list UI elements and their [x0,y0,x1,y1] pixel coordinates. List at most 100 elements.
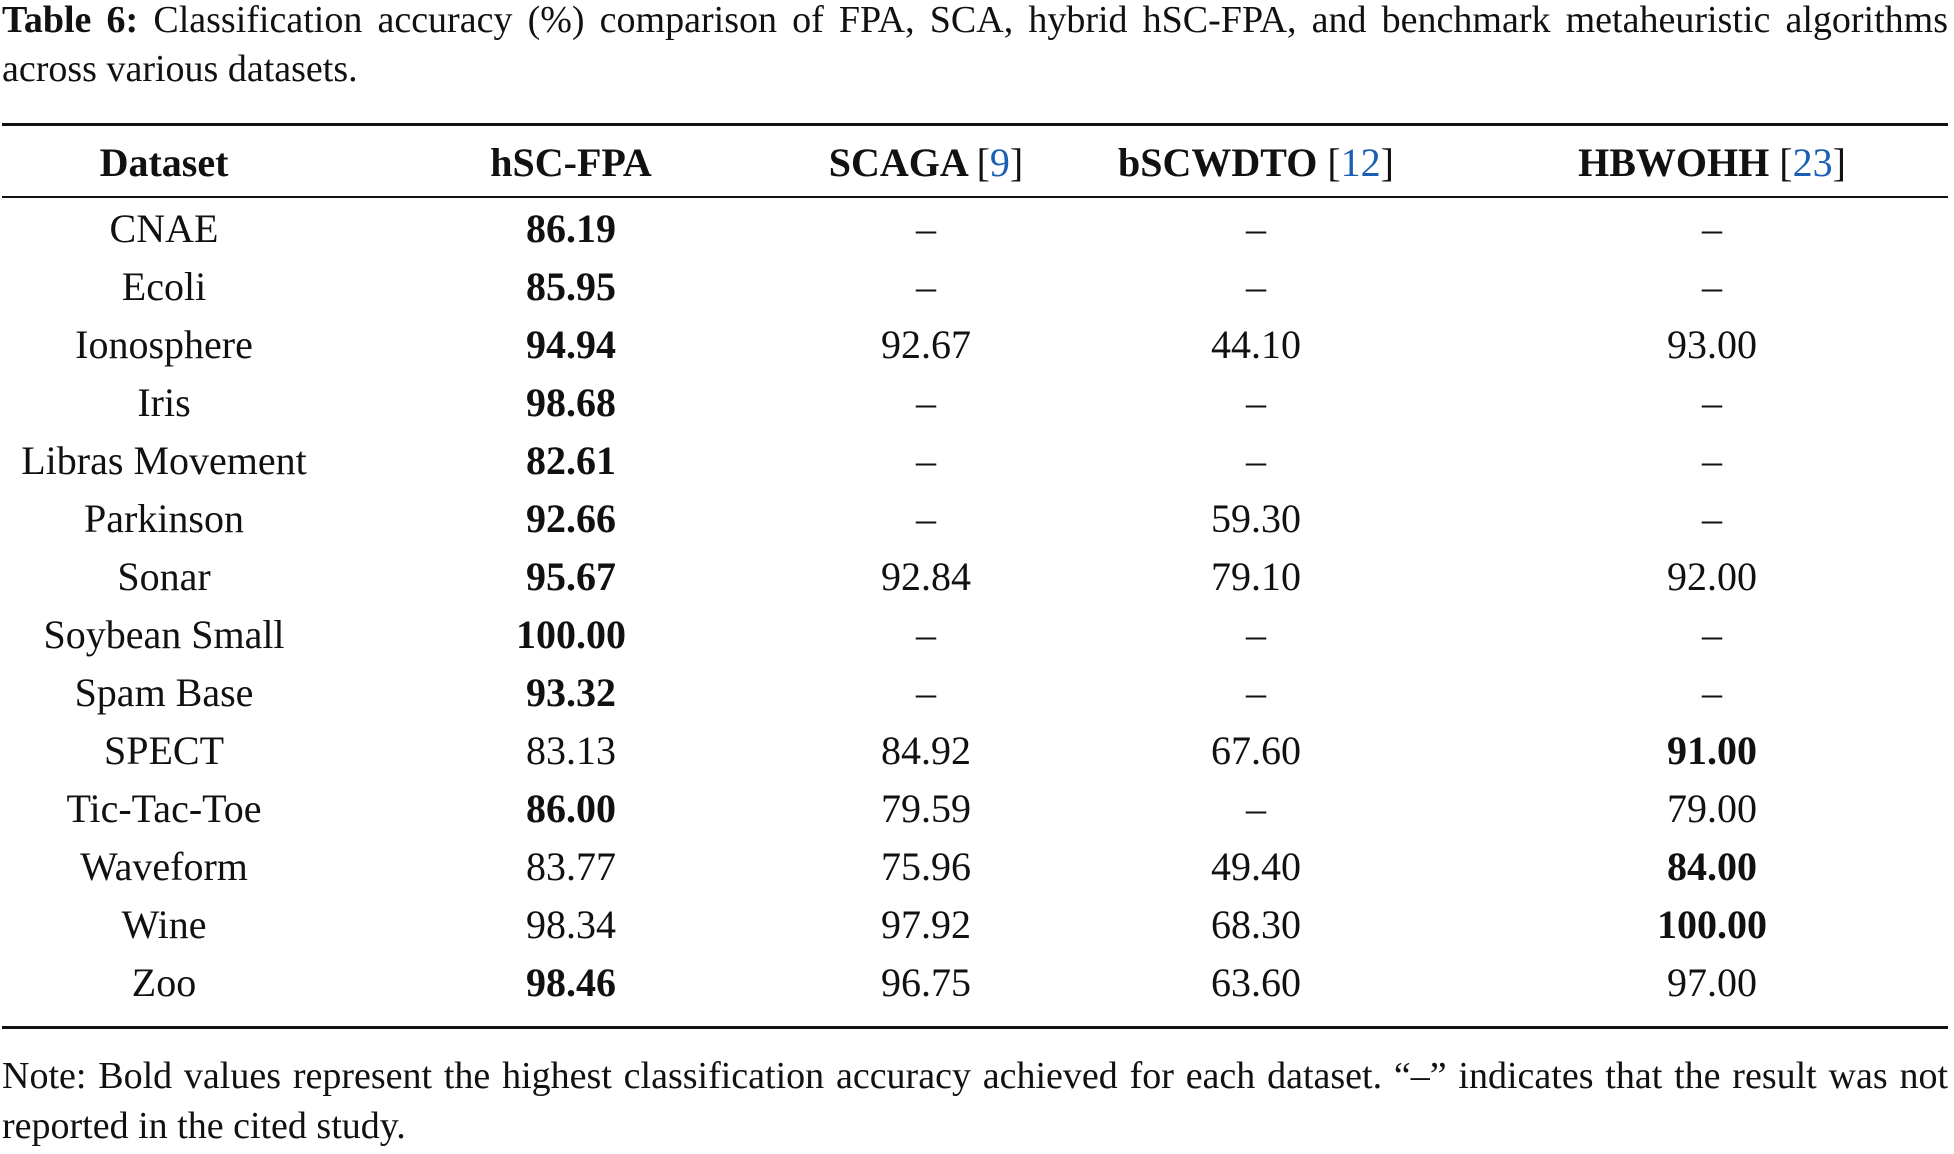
table-row: CNAE 86.19 – – – [2,200,1948,258]
column-header-hsc-fpa: hSC-FPA [326,130,816,196]
column-header-label: hSC-FPA [490,140,652,185]
table-row: Spam Base 93.32 – – – [2,664,1948,722]
accuracy-cell: – [1702,496,1722,541]
accuracy-cell: – [1246,264,1266,309]
results-table: Dataset hSC-FPA SCAGA [9] bSCWDTO [12] HBWOH… [2,130,1948,1012]
accuracy-cell: – [1246,670,1266,715]
accuracy-cell: 75.96 [881,844,971,889]
accuracy-cell: 93.32 [526,670,616,715]
accuracy-cell: 93.00 [1667,322,1757,367]
accuracy-cell: 68.30 [1211,902,1301,947]
column-header-label: HBWOHH [1578,140,1770,185]
accuracy-cell: – [916,438,936,483]
accuracy-cell: 49.40 [1211,844,1301,889]
accuracy-cell: – [916,380,936,425]
accuracy-cell: 95.67 [526,554,616,599]
table-row: Soybean Small 100.00 – – – [2,606,1948,664]
accuracy-cell: – [1246,786,1266,831]
accuracy-cell: – [916,264,936,309]
accuracy-cell: 92.00 [1667,554,1757,599]
accuracy-cell: – [1702,612,1722,657]
accuracy-cell: 92.67 [881,322,971,367]
dataset-name-cell: Zoo [131,960,197,1005]
accuracy-cell: 98.68 [526,380,616,425]
accuracy-cell: 86.19 [526,206,616,251]
table-row: Waveform 83.77 75.96 49.40 84.00 [2,838,1948,896]
dataset-name-cell: Ionosphere [75,322,253,367]
table-row: Iris 98.68 – – – [2,374,1948,432]
accuracy-cell: 79.59 [881,786,971,831]
column-header-label: SCAGA [828,140,967,185]
accuracy-cell: – [916,612,936,657]
table-row: Ecoli 85.95 – – – [2,258,1948,316]
table-header-row: Dataset hSC-FPA SCAGA [9] bSCWDTO [12] HBWOH… [2,130,1948,196]
dataset-name-cell: Waveform [80,844,248,889]
accuracy-cell: 59.30 [1211,496,1301,541]
table-note: Note: Bold values represent the highest … [2,1055,1948,1147]
top-rule [2,123,1948,126]
table-row: Ionosphere 94.94 92.67 44.10 93.00 [2,316,1948,374]
accuracy-cell: 83.13 [526,728,616,773]
dataset-name-cell: Parkinson [84,496,244,541]
accuracy-cell: – [1702,206,1722,251]
accuracy-cell: 82.61 [526,438,616,483]
dataset-name-cell: CNAE [109,206,219,251]
dataset-name-cell: Tic-Tac-Toe [66,786,262,831]
table-body: CNAE 86.19 – – – Ecoli 85.95 – – – Ionosphere 94.94… [2,196,1948,1012]
accuracy-cell: – [1702,380,1722,425]
accuracy-cell: – [1702,438,1722,483]
citation-link[interactable]: 23 [1792,140,1833,185]
dataset-name-cell: Spam Base [74,670,254,715]
accuracy-cell: 96.75 [881,960,971,1005]
dataset-name-cell: Iris [137,380,191,425]
table-row: Tic-Tac-Toe 86.00 79.59 – 79.00 [2,780,1948,838]
header-rule [2,196,1948,198]
dataset-name-cell: Ecoli [121,264,207,309]
citation-link[interactable]: 9 [989,140,1010,185]
accuracy-cell: – [916,670,936,715]
dataset-name-cell: Soybean Small [43,612,285,657]
accuracy-cell: 92.66 [526,496,616,541]
bottom-rule [2,1026,1948,1029]
table-caption-text: Classification accuracy (%) comparison o… [2,0,1948,90]
column-header-scaga: SCAGA [9] [828,140,1024,185]
accuracy-cell: 94.94 [526,322,616,367]
accuracy-cell: 84.92 [881,728,971,773]
dataset-name-cell: Sonar [117,554,211,599]
accuracy-cell: 100.00 [516,612,626,657]
table-row: Parkinson 92.66 – 59.30 – [2,490,1948,548]
accuracy-cell: 97.92 [881,902,971,947]
accuracy-cell: 91.00 [1667,728,1757,773]
accuracy-cell: 86.00 [526,786,616,831]
accuracy-cell: – [1246,438,1266,483]
accuracy-cell: – [1246,612,1266,657]
accuracy-cell: 98.34 [526,902,616,947]
accuracy-cell: – [916,496,936,541]
column-header-dataset: Dataset [2,130,326,196]
accuracy-cell: – [1246,206,1266,251]
table-caption-label: Table 6: [2,0,139,41]
accuracy-cell: – [916,206,936,251]
table-row: Libras Movement 82.61 – – – [2,432,1948,490]
accuracy-cell: 63.60 [1211,960,1301,1005]
accuracy-cell: – [1702,264,1722,309]
accuracy-cell: 100.00 [1657,902,1767,947]
dataset-name-cell: SPECT [103,728,225,773]
accuracy-cell: 79.10 [1211,554,1301,599]
accuracy-cell: 85.95 [526,264,616,309]
column-header-label: Dataset [99,140,229,185]
accuracy-cell: 79.00 [1667,786,1757,831]
dataset-name-cell: Wine [121,902,207,947]
accuracy-cell: 97.00 [1667,960,1757,1005]
column-header-bscwdto: bSCWDTO [12] [1118,140,1394,185]
accuracy-cell: 67.60 [1211,728,1301,773]
table-caption: Table 6: Classification accuracy (%) com… [2,0,1948,94]
citation-link[interactable]: 12 [1340,140,1381,185]
accuracy-cell: 83.77 [526,844,616,889]
accuracy-cell: – [1246,380,1266,425]
dataset-name-cell: Libras Movement [21,438,307,483]
accuracy-cell: – [1702,670,1722,715]
table-row: Wine 98.34 97.92 68.30 100.00 [2,896,1948,954]
column-header-hbwohh: HBWOHH [23] [1578,140,1846,185]
table-row: SPECT 83.13 84.92 67.60 91.00 [2,722,1948,780]
